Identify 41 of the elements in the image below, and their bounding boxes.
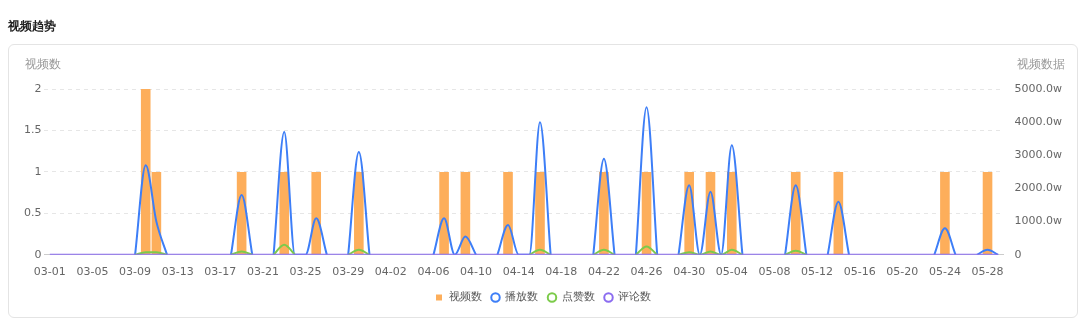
x-tick-label: 05-08 — [758, 265, 791, 279]
x-tick-label: 05-16 — [843, 265, 876, 279]
y-axis-title: 视频数 — [25, 57, 61, 72]
y2-tick-label: 5000.0w — [1014, 81, 1063, 95]
y2-tick-label: 1000.0w — [1014, 214, 1063, 228]
legend-label: 播放数 — [505, 290, 538, 304]
y-tick-label: 0 — [34, 247, 42, 261]
x-tick-label: 04-18 — [545, 265, 578, 279]
y-tick-label: 0.5 — [23, 206, 42, 220]
x-tick-label: 03-13 — [161, 265, 194, 279]
y2-tick-label: 2000.0w — [1014, 181, 1063, 195]
x-tick-label: 05-20 — [886, 265, 919, 279]
y-tick-label: 2 — [34, 81, 42, 95]
y2-axis-title: 视频数据 — [1017, 57, 1065, 72]
x-tick-label: 03-29 — [332, 265, 365, 279]
x-tick-label: 04-26 — [630, 265, 663, 279]
x-tick-label: 03-09 — [119, 265, 152, 279]
x-tick-label: 04-22 — [587, 265, 620, 279]
x-tick-label: 03-21 — [246, 265, 279, 279]
x-tick-label: 05-24 — [928, 265, 961, 279]
x-tick-label: 03-25 — [289, 265, 322, 279]
y2-tick-label: 0 — [1014, 247, 1022, 261]
x-tick-label: 03-05 — [76, 265, 109, 279]
x-tick-label: 04-30 — [673, 265, 706, 279]
x-tick-label: 04-14 — [502, 265, 535, 279]
x-tick-label: 05-12 — [801, 265, 834, 279]
x-tick-label: 04-02 — [374, 265, 407, 279]
x-tick-label: 04-10 — [460, 265, 493, 279]
y-tick-label: 1.5 — [23, 123, 42, 137]
x-tick-label: 03-01 — [33, 265, 66, 279]
chart-title: 视频趋势 — [7, 18, 57, 35]
y2-tick-label: 4000.0w — [1014, 115, 1063, 129]
legend-label: 评论数 — [618, 290, 651, 304]
x-tick-label: 05-04 — [715, 265, 748, 279]
y2-tick-label: 3000.0w — [1014, 148, 1063, 162]
legend-label: 点赞数 — [561, 290, 595, 304]
x-tick-label: 05-28 — [971, 265, 1004, 279]
x-tick-label: 03-17 — [204, 265, 237, 279]
x-tick-label: 04-06 — [417, 265, 450, 279]
y-tick-label: 1 — [34, 164, 42, 178]
legend-label: 视频数 — [448, 290, 482, 304]
